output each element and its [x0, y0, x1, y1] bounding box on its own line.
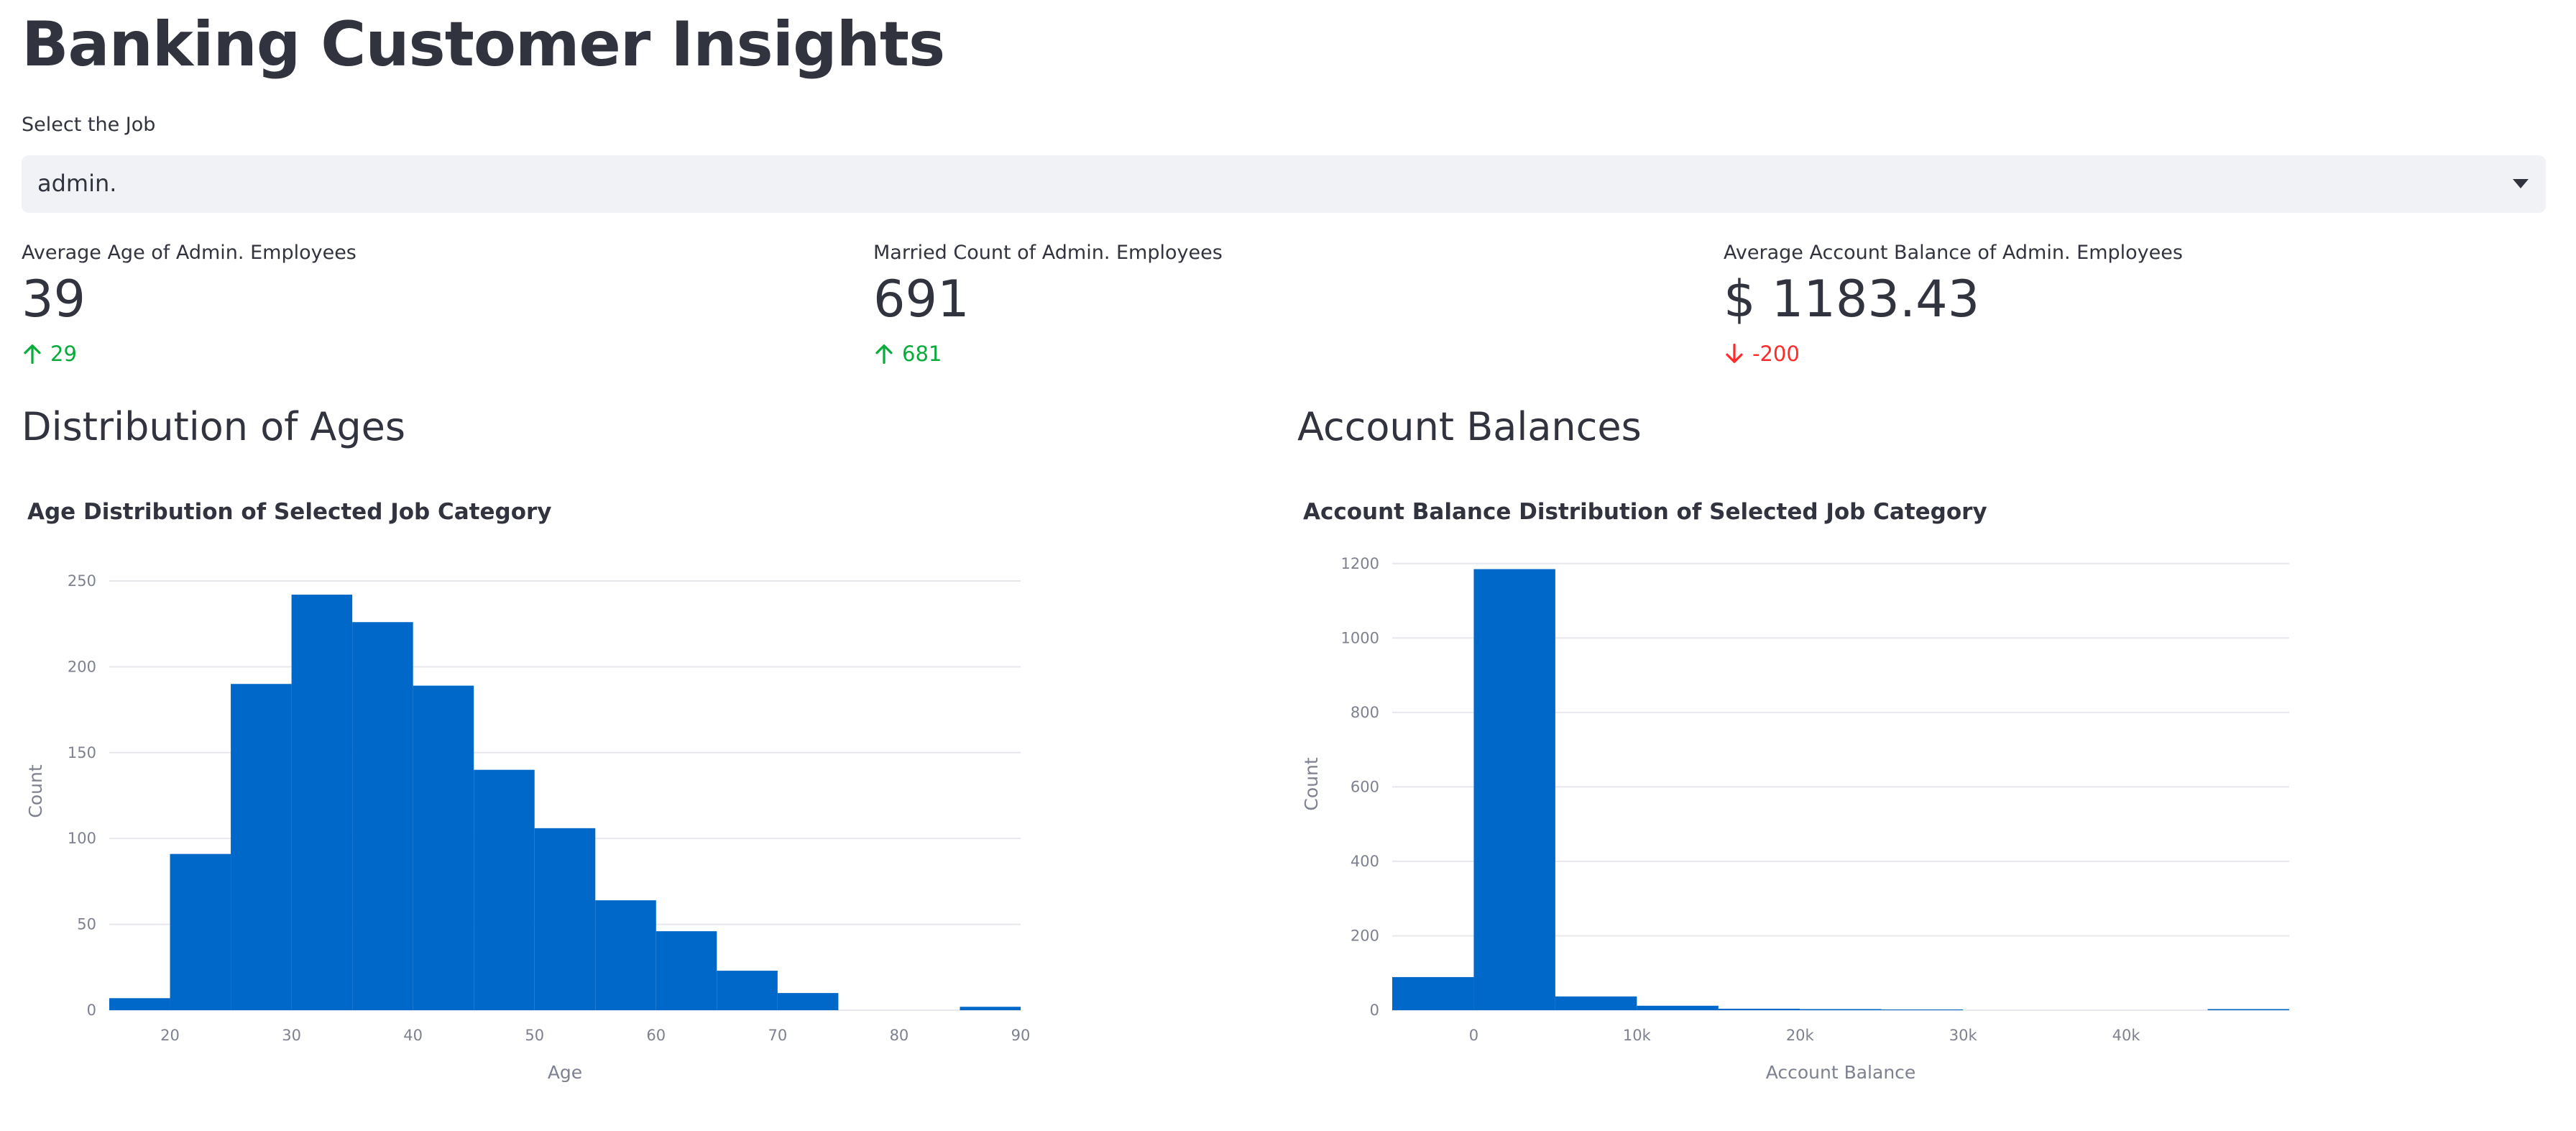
- y-tick-label: 400: [1351, 853, 1379, 870]
- histogram-bar[interactable]: [960, 1007, 1021, 1010]
- metric-delta: 29: [22, 342, 848, 366]
- arrow-up-icon: [24, 344, 41, 365]
- histogram-bar[interactable]: [1718, 1008, 1800, 1010]
- x-axis-label: Account Balance: [1766, 1062, 1916, 1083]
- histogram-bar[interactable]: [413, 685, 474, 1010]
- metric-delta-value: -200: [1752, 342, 1800, 366]
- y-tick-label: 250: [68, 572, 96, 590]
- job-select-value: admin.: [37, 170, 117, 197]
- x-tick-label: 50: [525, 1027, 544, 1044]
- histogram-bar[interactable]: [1392, 976, 1474, 1010]
- histogram-bar[interactable]: [595, 900, 656, 1010]
- metric-average-balance: Average Account Balance of Admin. Employ…: [1724, 242, 2550, 366]
- metric-average-age: Average Age of Admin. Employees 39 29: [22, 242, 848, 366]
- histogram-bar[interactable]: [1800, 1009, 1882, 1010]
- metric-delta-value: 681: [902, 342, 942, 366]
- section-heading-balances: Account Balances: [1297, 404, 1642, 449]
- histogram-bar[interactable]: [1555, 996, 1637, 1010]
- histogram-bar[interactable]: [109, 998, 170, 1010]
- balance-histogram-chart: Account Balance Distribution of Selected…: [1301, 499, 2289, 1083]
- metric-label: Average Account Balance of Admin. Employ…: [1724, 242, 2183, 264]
- metric-value: 39: [22, 270, 86, 329]
- age-histogram-chart: Age Distribution of Selected Job Categor…: [25, 499, 1031, 1083]
- histogram-bar[interactable]: [656, 931, 717, 1010]
- chart-title: Account Balance Distribution of Selected…: [1303, 499, 1987, 525]
- x-tick-label: 90: [1011, 1027, 1031, 1044]
- histogram-bar[interactable]: [231, 684, 292, 1010]
- section-heading-ages: Distribution of Ages: [22, 404, 405, 449]
- histogram-bar[interactable]: [2207, 1009, 2289, 1010]
- histogram-bar[interactable]: [534, 828, 596, 1010]
- x-tick-label: 60: [646, 1027, 666, 1044]
- y-tick-label: 150: [68, 744, 96, 761]
- histogram-bar[interactable]: [1881, 1009, 1964, 1010]
- metric-delta: -200: [1724, 342, 2550, 366]
- metric-delta-value: 29: [50, 342, 77, 366]
- metric-value: $ 1183.43: [1724, 270, 1980, 329]
- arrow-up-icon: [875, 344, 893, 365]
- job-select[interactable]: admin.: [22, 155, 2546, 213]
- arrow-down-icon: [1726, 343, 1743, 363]
- metric-label: Average Age of Admin. Employees: [22, 242, 356, 264]
- y-tick-label: 600: [1351, 778, 1379, 795]
- metric-label: Married Count of Admin. Employees: [873, 242, 1223, 264]
- x-tick-label: 70: [768, 1027, 787, 1044]
- x-tick-label: 40k: [2112, 1027, 2141, 1044]
- job-select-label: Select the Job: [22, 114, 156, 136]
- x-tick-label: 0: [1469, 1027, 1478, 1044]
- x-axis-label: Age: [548, 1062, 582, 1083]
- x-tick-label: 30k: [1949, 1027, 1978, 1044]
- y-tick-label: 0: [1370, 1002, 1379, 1019]
- x-tick-label: 20: [160, 1027, 180, 1044]
- x-tick-label: 10k: [1623, 1027, 1652, 1044]
- y-axis-label: Count: [25, 764, 46, 818]
- y-tick-label: 800: [1351, 704, 1379, 721]
- y-axis-label: Count: [1301, 757, 1322, 810]
- histogram-bar[interactable]: [352, 622, 413, 1010]
- y-tick-label: 1000: [1341, 629, 1379, 646]
- page-title: Banking Customer Insights: [22, 9, 945, 81]
- y-tick-label: 1200: [1341, 555, 1379, 572]
- metric-value: 691: [873, 270, 970, 329]
- y-tick-label: 0: [87, 1002, 96, 1019]
- chart-title: Age Distribution of Selected Job Categor…: [27, 499, 552, 525]
- x-tick-label: 40: [403, 1027, 423, 1044]
- histogram-bar[interactable]: [170, 853, 231, 1010]
- y-tick-label: 100: [68, 830, 96, 847]
- x-tick-label: 80: [890, 1027, 909, 1044]
- metric-married-count: Married Count of Admin. Employees 691 68…: [873, 242, 1700, 366]
- histogram-bar[interactable]: [474, 769, 535, 1010]
- y-tick-label: 50: [77, 916, 96, 933]
- histogram-bar[interactable]: [717, 971, 778, 1010]
- histogram-bar[interactable]: [1473, 569, 1555, 1010]
- metric-delta: 681: [873, 342, 1700, 366]
- chevron-down-icon[interactable]: [2513, 179, 2529, 188]
- y-tick-label: 200: [1351, 927, 1379, 944]
- histogram-bar[interactable]: [777, 993, 839, 1010]
- histogram-bar[interactable]: [291, 595, 353, 1010]
- histogram-bar[interactable]: [1637, 1005, 1719, 1010]
- y-tick-label: 200: [68, 658, 96, 675]
- x-tick-label: 20k: [1786, 1027, 1815, 1044]
- x-tick-label: 30: [282, 1027, 301, 1044]
